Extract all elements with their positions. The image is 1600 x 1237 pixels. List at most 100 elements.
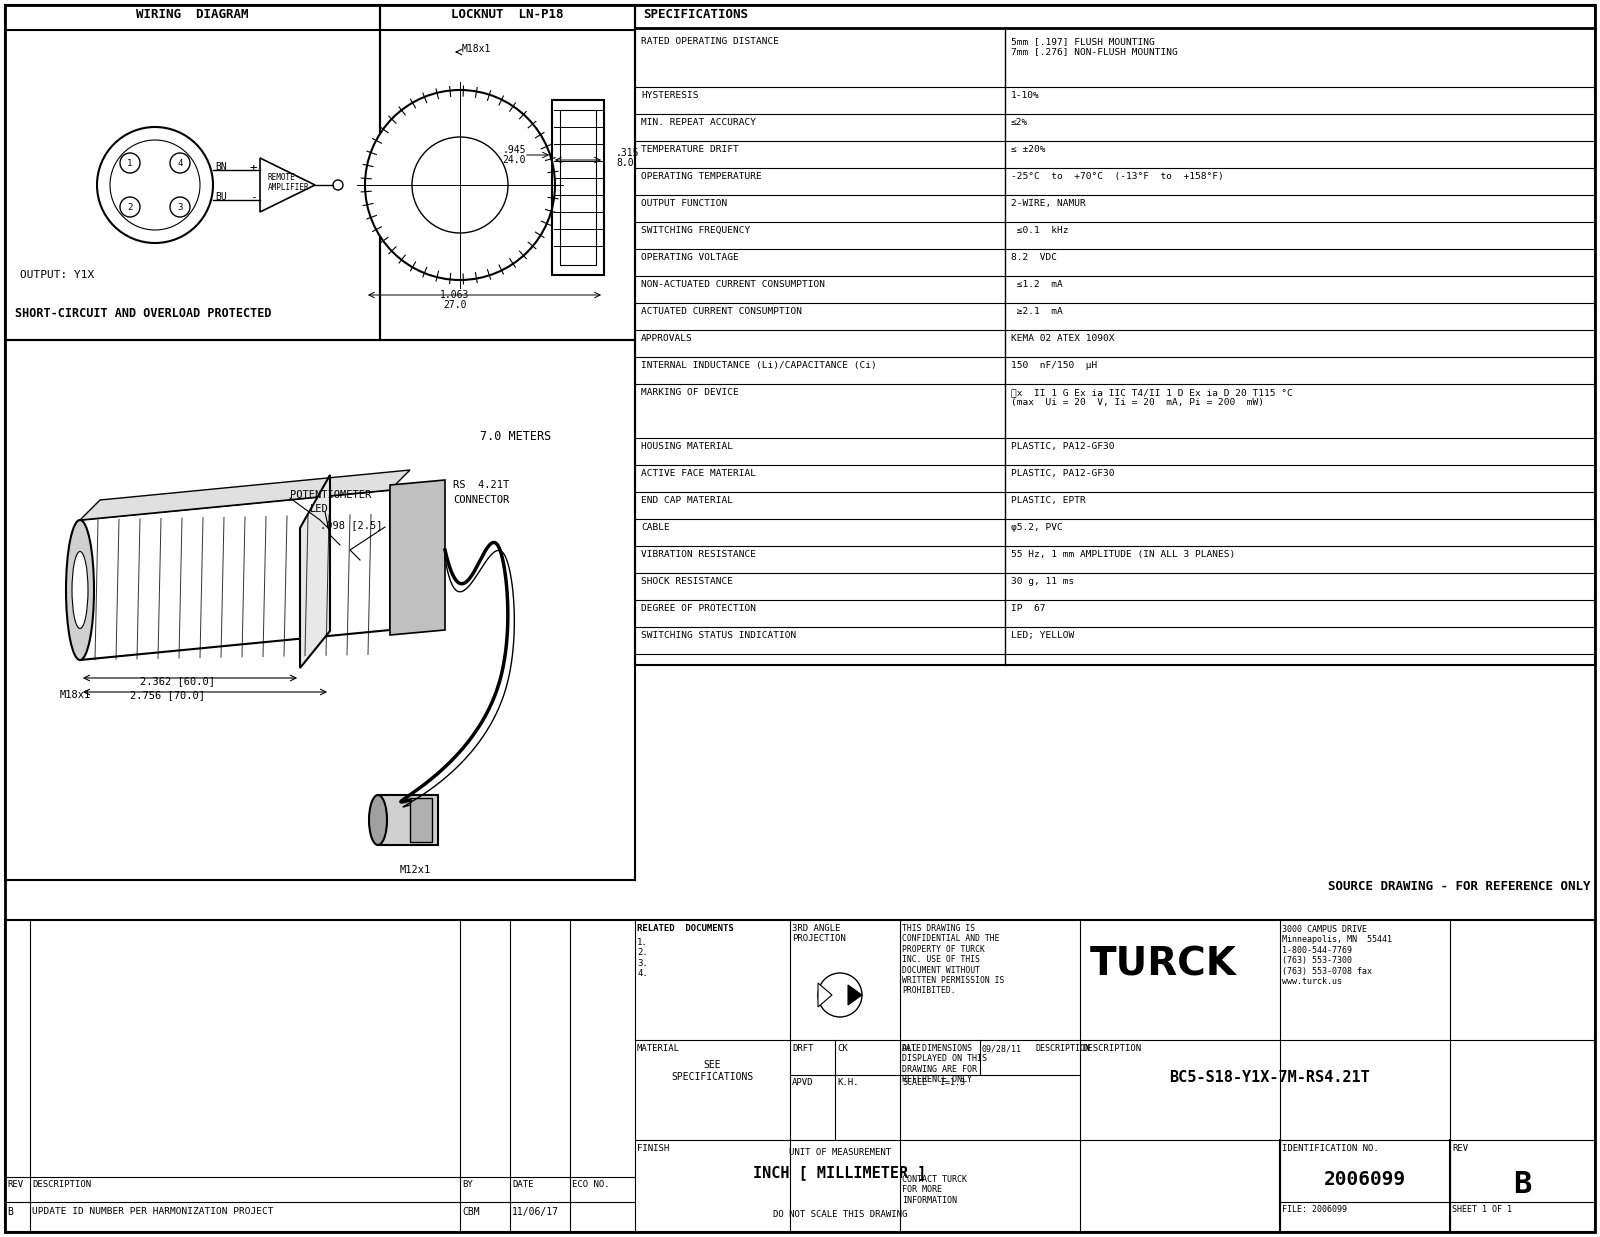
Text: SWITCHING FREQUENCY: SWITCHING FREQUENCY <box>642 226 750 235</box>
Text: M18x1: M18x1 <box>462 45 491 54</box>
Text: SPECIFICATIONS: SPECIFICATIONS <box>643 7 749 21</box>
Text: KEMA 02 ATEX 1090X: KEMA 02 ATEX 1090X <box>1011 334 1115 343</box>
Text: ≤0.1  kHz: ≤0.1 kHz <box>1011 226 1069 235</box>
Text: 3: 3 <box>178 203 182 212</box>
Text: CONNECTOR: CONNECTOR <box>453 495 509 505</box>
Polygon shape <box>80 470 410 520</box>
Text: 1.
2.
3.
4.: 1. 2. 3. 4. <box>637 938 648 978</box>
Text: 30 g, 11 ms: 30 g, 11 ms <box>1011 576 1074 586</box>
Ellipse shape <box>66 520 94 661</box>
Text: WIRING  DIAGRAM: WIRING DIAGRAM <box>136 7 248 21</box>
Text: CBM: CBM <box>462 1207 480 1217</box>
Text: 1: 1 <box>128 160 133 168</box>
Text: 7.0 METERS: 7.0 METERS <box>480 430 552 443</box>
Text: SWITCHING STATUS INDICATION: SWITCHING STATUS INDICATION <box>642 631 797 640</box>
Text: LED: LED <box>310 503 328 515</box>
Text: BU: BU <box>214 192 227 202</box>
Text: LOCKNUT  LN-P18: LOCKNUT LN-P18 <box>451 7 563 21</box>
Text: END CAP MATERIAL: END CAP MATERIAL <box>642 496 733 505</box>
Circle shape <box>365 90 555 280</box>
Text: 11/06/17: 11/06/17 <box>512 1207 558 1217</box>
Bar <box>381 5 635 340</box>
Text: 2-WIRE, NAMUR: 2-WIRE, NAMUR <box>1011 199 1086 208</box>
Text: 5mm [.197] FLUSH MOUNTING
7mm [.276] NON-FLUSH MOUNTING: 5mm [.197] FLUSH MOUNTING 7mm [.276] NON… <box>1011 37 1178 57</box>
Text: K.H.: K.H. <box>837 1077 859 1087</box>
Text: OPERATING VOLTAGE: OPERATING VOLTAGE <box>642 254 739 262</box>
Text: 4: 4 <box>178 160 182 168</box>
Text: +: + <box>250 162 258 174</box>
Text: OUTPUT: Y1X: OUTPUT: Y1X <box>19 270 94 280</box>
Bar <box>5 920 1595 1232</box>
Text: DESCRIPTION: DESCRIPTION <box>1035 1044 1090 1053</box>
Bar <box>635 5 1595 666</box>
Text: SCALE: SCALE <box>902 1077 926 1087</box>
Polygon shape <box>80 490 390 661</box>
Text: DO NOT SCALE THIS DRAWING: DO NOT SCALE THIS DRAWING <box>773 1210 907 1218</box>
Text: DATE: DATE <box>512 1180 533 1189</box>
Text: BY: BY <box>462 1180 472 1189</box>
Text: FILE: 2006099: FILE: 2006099 <box>1282 1205 1347 1213</box>
Text: HYSTERESIS: HYSTERESIS <box>642 92 699 100</box>
Text: SOURCE DRAWING - FOR REFERENCE ONLY: SOURCE DRAWING - FOR REFERENCE ONLY <box>1328 880 1590 893</box>
Text: DESCRIPTION: DESCRIPTION <box>32 1180 91 1189</box>
Text: APPROVALS: APPROVALS <box>642 334 693 343</box>
Text: φ5.2, PVC: φ5.2, PVC <box>1011 523 1062 532</box>
Text: 27.0: 27.0 <box>443 301 467 310</box>
Text: HOUSING MATERIAL: HOUSING MATERIAL <box>642 442 733 452</box>
Text: CONTACT TURCK
FOR MORE
INFORMATION: CONTACT TURCK FOR MORE INFORMATION <box>902 1175 966 1205</box>
Text: MARKING OF DEVICE: MARKING OF DEVICE <box>642 388 739 397</box>
Text: 8.0: 8.0 <box>616 158 634 168</box>
Polygon shape <box>259 158 315 212</box>
Text: B: B <box>1514 1170 1531 1199</box>
Text: 8.2  VDC: 8.2 VDC <box>1011 254 1058 262</box>
Text: IDENTIFICATION NO.: IDENTIFICATION NO. <box>1282 1144 1379 1153</box>
Text: CK: CK <box>837 1044 848 1053</box>
Circle shape <box>98 127 213 242</box>
Text: OPERATING TEMPERATURE: OPERATING TEMPERATURE <box>642 172 762 181</box>
Text: 2.756 [70.0]: 2.756 [70.0] <box>130 690 205 700</box>
Text: RATED OPERATING DISTANCE: RATED OPERATING DISTANCE <box>642 37 779 46</box>
Text: MIN. REPEAT ACCURACY: MIN. REPEAT ACCURACY <box>642 118 757 127</box>
Text: 3RD ANGLE
PROJECTION: 3RD ANGLE PROJECTION <box>792 924 846 944</box>
Text: ALL DIMENSIONS
DISPLAYED ON THIS
DRAWING ARE FOR
REFERENCE ONLY: ALL DIMENSIONS DISPLAYED ON THIS DRAWING… <box>902 1044 987 1084</box>
Text: RS  4.21T: RS 4.21T <box>453 480 509 490</box>
Text: SHEET 1 OF 1: SHEET 1 OF 1 <box>1453 1205 1512 1213</box>
Text: 2006099: 2006099 <box>1323 1170 1406 1189</box>
Bar <box>410 798 432 842</box>
Text: REV: REV <box>6 1180 22 1189</box>
Text: 150  nF/150  μH: 150 nF/150 μH <box>1011 361 1098 370</box>
Text: -: - <box>250 192 256 202</box>
Text: REV: REV <box>1453 1144 1469 1153</box>
Bar <box>5 5 381 340</box>
Text: .315: .315 <box>616 148 640 158</box>
Text: 1.063: 1.063 <box>440 289 470 301</box>
Text: APVD: APVD <box>792 1077 813 1087</box>
Text: 1-10%: 1-10% <box>1011 92 1040 100</box>
Text: REMOTE: REMOTE <box>269 173 296 182</box>
Text: VIBRATION RESISTANCE: VIBRATION RESISTANCE <box>642 550 757 559</box>
Text: SEE
SPECIFICATIONS: SEE SPECIFICATIONS <box>670 1060 754 1081</box>
Text: ECO NO.: ECO NO. <box>573 1180 610 1189</box>
Text: OUTPUT FUNCTION: OUTPUT FUNCTION <box>642 199 728 208</box>
Text: BC5-S18-Y1X-7M-RS4.21T: BC5-S18-Y1X-7M-RS4.21T <box>1170 1070 1370 1085</box>
Text: 2.362 [60.0]: 2.362 [60.0] <box>141 675 214 687</box>
Text: -25°C  to  +70°C  (-13°F  to  +158°F): -25°C to +70°C (-13°F to +158°F) <box>1011 172 1224 181</box>
Text: AMPLIFIER: AMPLIFIER <box>269 183 310 192</box>
Text: ≥2.1  mA: ≥2.1 mA <box>1011 307 1062 315</box>
Text: M12x1: M12x1 <box>400 865 432 875</box>
Text: ≤1.2  mA: ≤1.2 mA <box>1011 280 1062 289</box>
Text: TURCK: TURCK <box>1090 946 1237 983</box>
Text: ACTIVE FACE MATERIAL: ACTIVE FACE MATERIAL <box>642 469 757 477</box>
Text: DESCRIPTION: DESCRIPTION <box>1082 1044 1141 1053</box>
Text: SHOCK RESISTANCE: SHOCK RESISTANCE <box>642 576 733 586</box>
Bar <box>378 795 438 845</box>
Polygon shape <box>301 475 330 668</box>
Text: POTENTIOMETER: POTENTIOMETER <box>290 490 371 500</box>
Text: 55 Hz, 1 mm AMPLITUDE (IN ALL 3 PLANES): 55 Hz, 1 mm AMPLITUDE (IN ALL 3 PLANES) <box>1011 550 1235 559</box>
Text: FINISH: FINISH <box>637 1144 669 1153</box>
Text: UPDATE ID NUMBER PER HARMONIZATION PROJECT: UPDATE ID NUMBER PER HARMONIZATION PROJE… <box>32 1207 274 1216</box>
Text: MATERIAL: MATERIAL <box>637 1044 680 1053</box>
Text: THIS DRAWING IS
CONFIDENTIAL AND THE
PROPERTY OF TURCK
INC. USE OF THIS
DOCUMENT: THIS DRAWING IS CONFIDENTIAL AND THE PRO… <box>902 924 1005 996</box>
Text: UNIT OF MEASUREMENT: UNIT OF MEASUREMENT <box>789 1148 891 1157</box>
Circle shape <box>120 153 141 173</box>
